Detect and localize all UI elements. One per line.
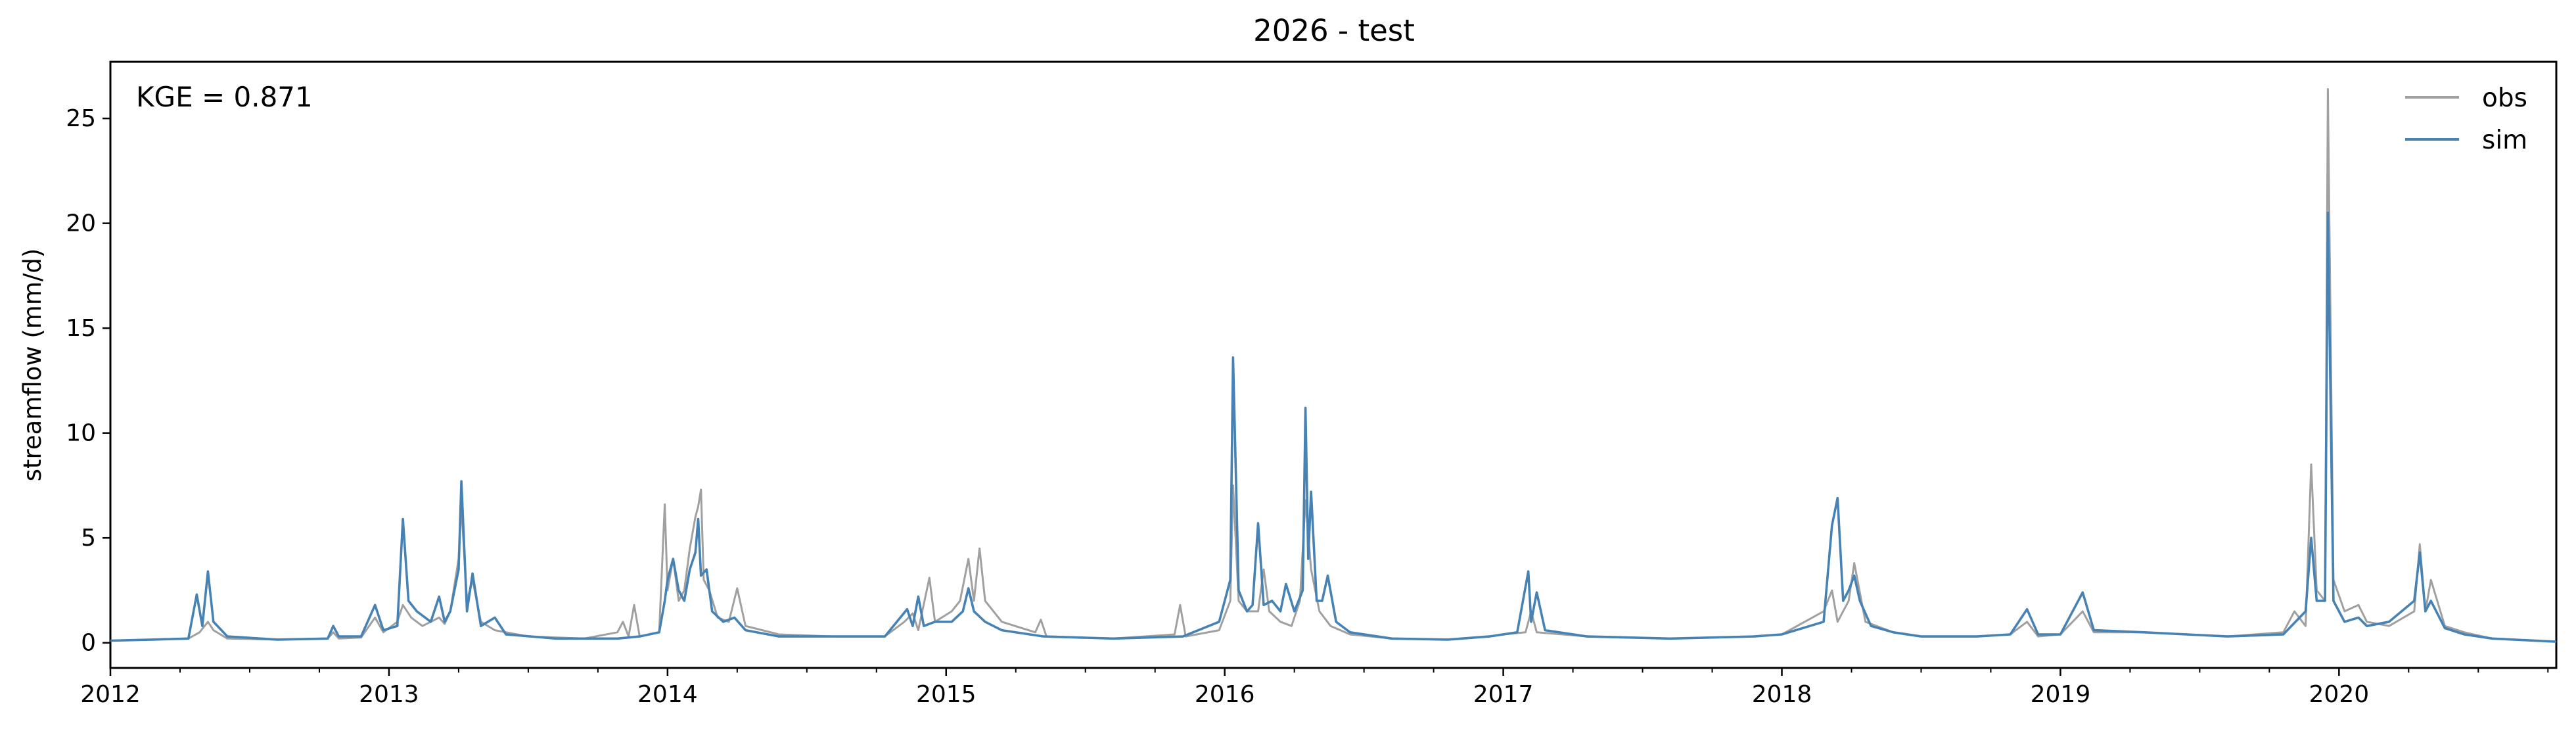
plot-frame: [109, 60, 2558, 669]
y-tick-label: 5: [81, 525, 96, 552]
x-tick-label: 2015: [916, 681, 977, 708]
x-tick-label: 2013: [359, 681, 419, 708]
x-tick-label: 2012: [80, 681, 141, 708]
x-tick-label: 2017: [1473, 681, 1534, 708]
x-axis: 2012 2013 2014 2015 2016 2017 2018 2019 2020: [80, 668, 2549, 708]
y-axis-label: streamflow (mm/d): [18, 249, 47, 482]
x-tick-label: 2020: [2309, 681, 2370, 708]
chart-title: 2026 - test: [1253, 13, 1415, 48]
x-tick-label: 2014: [637, 681, 698, 708]
series-layer: [110, 88, 2557, 643]
y-axis: 0 5 10 15 20 25: [66, 105, 110, 657]
legend: obs sim: [2405, 83, 2527, 155]
kge-annotation: KGE = 0.871: [136, 81, 313, 113]
legend-sim-label: sim: [2482, 126, 2527, 155]
series-line-sim: [110, 211, 2557, 643]
y-tick-label: 25: [66, 105, 96, 132]
y-tick-label: 15: [66, 315, 96, 342]
series-line-obs: [110, 88, 2557, 643]
x-tick-label: 2019: [2031, 681, 2091, 708]
y-tick-label: 0: [81, 630, 96, 657]
x-tick-label: 2018: [1752, 681, 1812, 708]
y-tick-label: 20: [66, 210, 96, 237]
y-tick-label: 10: [66, 420, 96, 447]
plot-area: 2012 2013 2014 2015 2016 2017 2018 2019 2020 051…: [66, 60, 2558, 708]
legend-obs-label: obs: [2482, 83, 2527, 113]
x-tick-label: 2016: [1195, 681, 1255, 708]
